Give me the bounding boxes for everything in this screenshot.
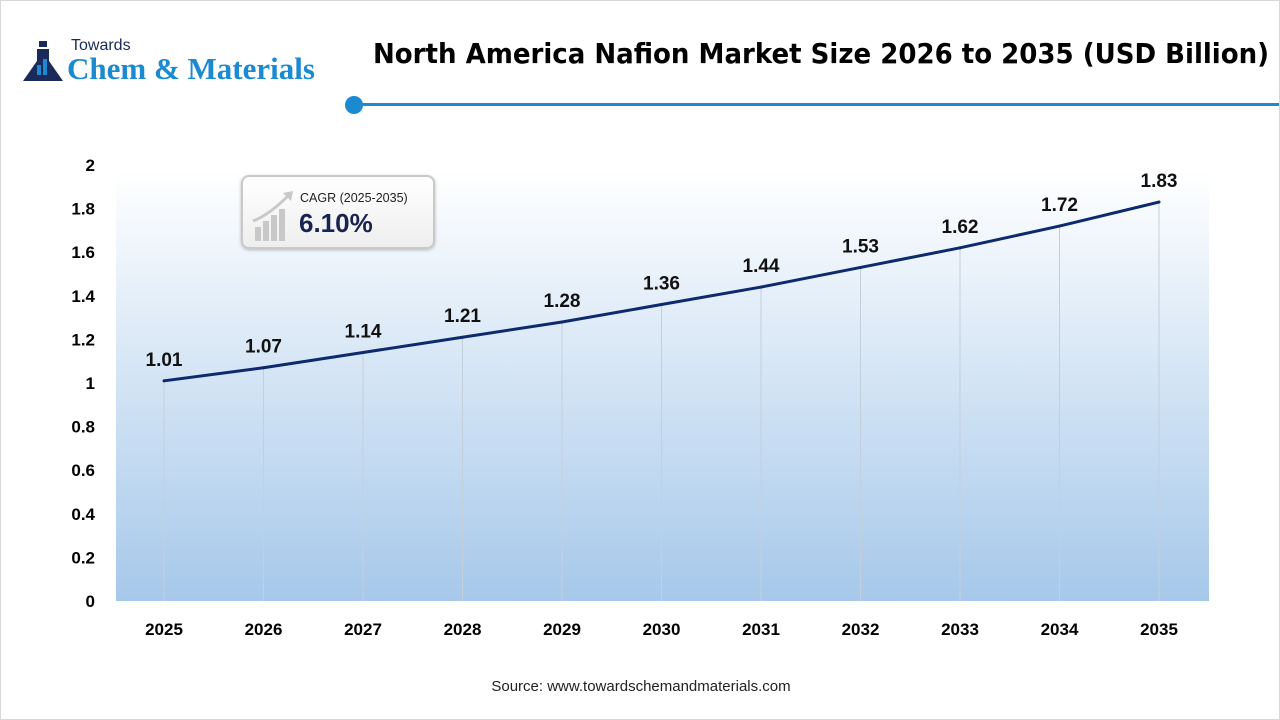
logo-line2: Chem & Materials <box>67 51 315 86</box>
growth-chart-icon <box>252 191 293 241</box>
y-tick-label: 1.8 <box>71 200 95 219</box>
logo-line1: Towards <box>71 37 131 54</box>
x-tick-label: 2033 <box>941 620 979 639</box>
x-tick-label: 2035 <box>1140 620 1178 639</box>
data-label: 1.53 <box>842 236 879 257</box>
data-point <box>1157 200 1161 204</box>
cagr-badge: CAGR (2025-2035) 6.10% <box>241 175 435 249</box>
data-point <box>162 379 166 383</box>
x-tick-label: 2034 <box>1041 620 1079 639</box>
y-tick-label: 1.6 <box>71 243 95 262</box>
y-tick-label: 0.2 <box>71 548 95 567</box>
data-point <box>1058 224 1061 228</box>
y-tick-label: 1 <box>86 374 95 393</box>
x-tick-label: 2026 <box>245 620 283 639</box>
x-tick-label: 2029 <box>543 620 581 639</box>
y-tick-label: 1.2 <box>71 330 95 349</box>
y-tick-label: 0 <box>86 592 95 611</box>
x-tick-label: 2027 <box>344 620 382 639</box>
title-underline <box>353 103 1279 106</box>
data-point <box>859 265 862 269</box>
data-point <box>461 335 464 339</box>
title-dot <box>345 96 363 114</box>
data-label: 1.21 <box>444 306 481 327</box>
data-label: 1.14 <box>345 321 382 342</box>
data-point <box>958 246 962 250</box>
y-tick-label: 0.8 <box>71 418 95 437</box>
y-tick-label: 1.4 <box>71 287 95 306</box>
data-point <box>560 320 564 324</box>
data-label: 1.07 <box>245 337 282 358</box>
x-tick-label: 2025 <box>145 620 183 639</box>
cagr-label: CAGR (2025-2035) <box>300 191 408 205</box>
data-label: 1.01 <box>146 350 183 371</box>
y-tick-label: 2 <box>86 156 95 175</box>
cagr-value: 6.10% <box>299 208 373 238</box>
data-point <box>361 350 365 354</box>
flask-icon <box>23 41 63 81</box>
x-tick-label: 2028 <box>444 620 482 639</box>
data-point <box>262 366 265 370</box>
data-label: 1.62 <box>942 217 979 238</box>
data-label: 1.36 <box>643 274 680 295</box>
data-label: 1.28 <box>544 291 581 312</box>
data-label: 1.44 <box>743 256 780 277</box>
data-point <box>660 303 663 307</box>
data-label: 1.83 <box>1141 171 1178 192</box>
x-tick-label: 2032 <box>842 620 880 639</box>
data-label: 1.72 <box>1041 195 1078 216</box>
y-tick-label: 0.6 <box>71 461 95 480</box>
logo: Towards Chem & Materials <box>23 37 333 87</box>
x-tick-label: 2030 <box>643 620 681 639</box>
source-note: Source: www.towardschemandmaterials.com <box>491 678 791 695</box>
page-title: North America Nafion Market Size 2026 to… <box>373 37 1270 70</box>
data-point <box>759 285 763 289</box>
x-tick-label: 2031 <box>742 620 780 639</box>
y-tick-label: 0.4 <box>71 505 95 524</box>
